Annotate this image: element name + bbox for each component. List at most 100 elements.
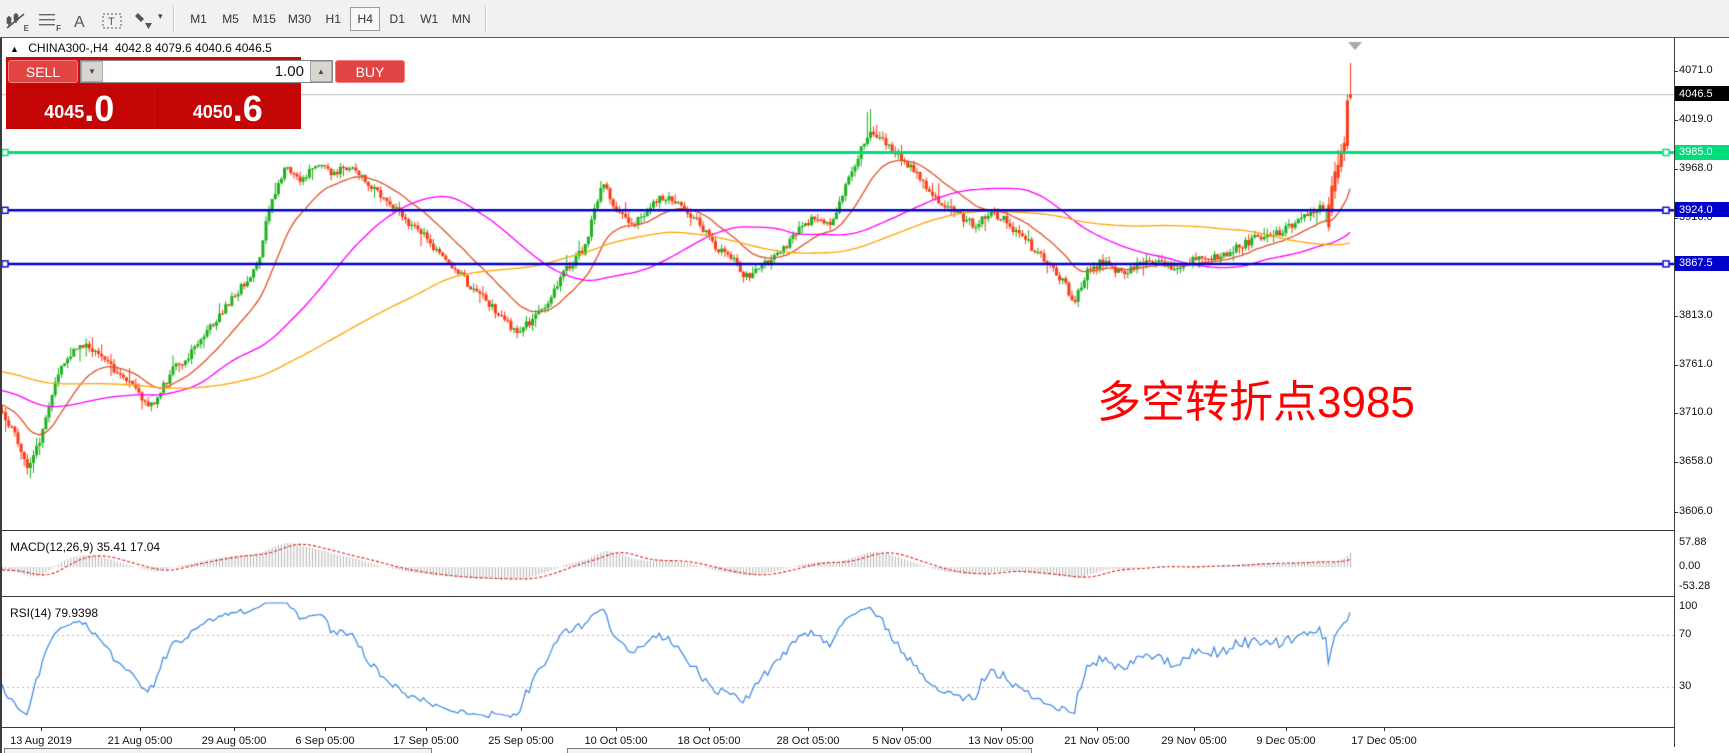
- timeframe-w1[interactable]: W1: [414, 7, 444, 31]
- date-tick-mark: [1097, 727, 1098, 731]
- date-tick-mark: [234, 727, 235, 731]
- macd-tick-label: -53.28: [1679, 580, 1711, 592]
- volume-decrease-button[interactable]: ▼: [81, 61, 103, 82]
- chart-window: ▲ CHINA300-,H4 4042.8 4079.6 4040.6 4046…: [0, 38, 1729, 753]
- date-tick-label: 5 Nov 05:00: [872, 735, 932, 747]
- chart-title: ▲ CHINA300-,H4 4042.8 4079.6 4040.6 4046…: [10, 41, 272, 55]
- price-tick-label: 3710.0: [1679, 406, 1713, 419]
- text-annotation-icon[interactable]: A: [67, 6, 93, 32]
- date-tick-label: 9 Dec 05:00: [1256, 735, 1316, 747]
- rsi-tick-label: 70: [1679, 628, 1692, 640]
- symbol-period-label: CHINA300-,H4: [28, 41, 109, 55]
- price-tick-mark: [1674, 168, 1678, 170]
- rsi-tick-label: 100: [1679, 600, 1698, 612]
- price-tick-label: 4019.0: [1679, 113, 1713, 126]
- timeframe-m5[interactable]: M5: [216, 7, 246, 31]
- date-tick-mark: [808, 727, 809, 731]
- date-tick-mark: [1001, 727, 1002, 731]
- buy-price-int: 4050: [192, 102, 233, 122]
- price-tick-mark: [1674, 462, 1678, 464]
- minimized-window-tab[interactable]: [4, 748, 432, 753]
- price-tick-label: 3761.0: [1679, 357, 1713, 370]
- timeframe-m1[interactable]: M1: [184, 7, 214, 31]
- level-label: 3867.5: [1675, 255, 1729, 271]
- price-tick-mark: [1674, 71, 1678, 72]
- price-tick-label: 3606.0: [1679, 504, 1713, 517]
- timeframe-h1[interactable]: H1: [318, 7, 348, 31]
- level-label: 3924.0: [1675, 202, 1729, 218]
- date-tick-mark: [140, 727, 141, 731]
- buy-price-dec: .6: [232, 88, 263, 129]
- volume-increase-button[interactable]: ▲: [310, 61, 332, 82]
- svg-text:T: T: [108, 16, 115, 28]
- date-tick-mark: [616, 727, 617, 731]
- date-tick-label: 21 Aug 05:00: [107, 735, 173, 747]
- toolbar: E F A T ▾ M1 M5 M15 M30 H1 H4 D1 W1 MN: [0, 0, 1729, 38]
- price-axis: [1674, 38, 1675, 747]
- price-tick-label: 3813.0: [1679, 308, 1713, 321]
- sell-button[interactable]: SELL: [8, 60, 78, 83]
- price-tick-mark: [1674, 511, 1678, 513]
- price-tick-label: 3968.0: [1679, 161, 1713, 174]
- sell-price-dec: .0: [84, 88, 115, 129]
- rsi-panel-canvas[interactable]: [2, 600, 1674, 726]
- date-tick-label: 10 Oct 05:00: [584, 735, 648, 747]
- drawing-tools-dropdown-caret[interactable]: ▾: [158, 11, 163, 21]
- date-tick-label: 25 Sep 05:00: [488, 735, 554, 747]
- volume-stepper: ▼ ▲: [80, 60, 333, 83]
- date-tick-mark: [902, 727, 903, 731]
- price-tick-label: 3658.0: [1679, 455, 1713, 468]
- rsi-tick-label: 30: [1679, 680, 1692, 692]
- date-tick-label: 29 Aug 05:00: [201, 735, 267, 747]
- minimized-window-tab[interactable]: [567, 748, 1032, 753]
- price-tick-mark: [1674, 217, 1678, 219]
- date-tick-label: 13 Aug 2019: [10, 735, 72, 747]
- date-tick-mark: [325, 727, 326, 731]
- timeframe-m30[interactable]: M30: [283, 7, 316, 31]
- sell-price-int: 4045: [44, 102, 85, 122]
- timeframe-mn[interactable]: MN: [446, 7, 476, 31]
- date-tick-mark: [426, 727, 427, 731]
- toolbar-separator: [172, 5, 175, 32]
- drawing-tools-icon[interactable]: [131, 6, 157, 32]
- indicator-grid-icon[interactable]: F: [35, 6, 61, 33]
- date-tick-label: 18 Oct 05:00: [677, 735, 741, 747]
- price-tick-mark: [1674, 413, 1678, 415]
- buy-price-display[interactable]: 4050.6: [154, 84, 301, 129]
- sell-price-display[interactable]: 4045.0: [6, 84, 153, 129]
- one-click-trading-panel: SELL ▼ ▲ BUY 4045.0 4050.6: [6, 57, 405, 129]
- date-tick-mark: [521, 727, 522, 731]
- price-tick-label: 4071.0: [1679, 64, 1713, 76]
- collapse-arrow-icon[interactable]: ▲: [10, 44, 19, 54]
- time-axis: [2, 727, 1675, 728]
- price-tick-mark: [1674, 120, 1678, 122]
- macd-indicator-label: MACD(12,26,9) 35.41 17.04: [10, 540, 161, 554]
- buy-button[interactable]: BUY: [335, 60, 405, 83]
- date-tick-label: 6 Sep 05:00: [295, 735, 355, 747]
- price-tick-mark: [1674, 315, 1678, 317]
- text-box-icon[interactable]: T: [99, 6, 125, 32]
- date-tick-mark: [1384, 727, 1385, 731]
- date-tick-label: 13 Nov 05:00: [968, 735, 1034, 747]
- price-tick-mark: [1674, 364, 1678, 366]
- timeframe-h4[interactable]: H4: [350, 6, 381, 31]
- macd-tick-label: 57.88: [1679, 536, 1707, 548]
- timeframe-d1[interactable]: D1: [382, 7, 412, 31]
- svg-text:A: A: [74, 14, 85, 31]
- date-tick-mark: [1194, 727, 1195, 731]
- ohlc-values: 4042.8 4079.6 4040.6 4046.5: [114, 41, 272, 55]
- chart-candlestick-icon[interactable]: E: [3, 6, 29, 33]
- toolbar-separator: [485, 5, 488, 32]
- macd-panel-canvas[interactable]: [2, 534, 1674, 596]
- level-label: 3985.0: [1675, 144, 1729, 160]
- date-tick-label: 17 Dec 05:00: [1351, 735, 1417, 747]
- date-tick-label: 21 Nov 05:00: [1064, 735, 1130, 747]
- timeframe-m15[interactable]: M15: [248, 7, 281, 31]
- date-tick-label: 17 Sep 05:00: [393, 735, 459, 747]
- date-tick-mark: [1286, 727, 1287, 731]
- rsi-indicator-label: RSI(14) 79.9398: [10, 606, 99, 620]
- volume-input[interactable]: [103, 61, 310, 82]
- date-tick-mark: [709, 727, 710, 731]
- macd-tick-label: 0.00: [1679, 560, 1701, 572]
